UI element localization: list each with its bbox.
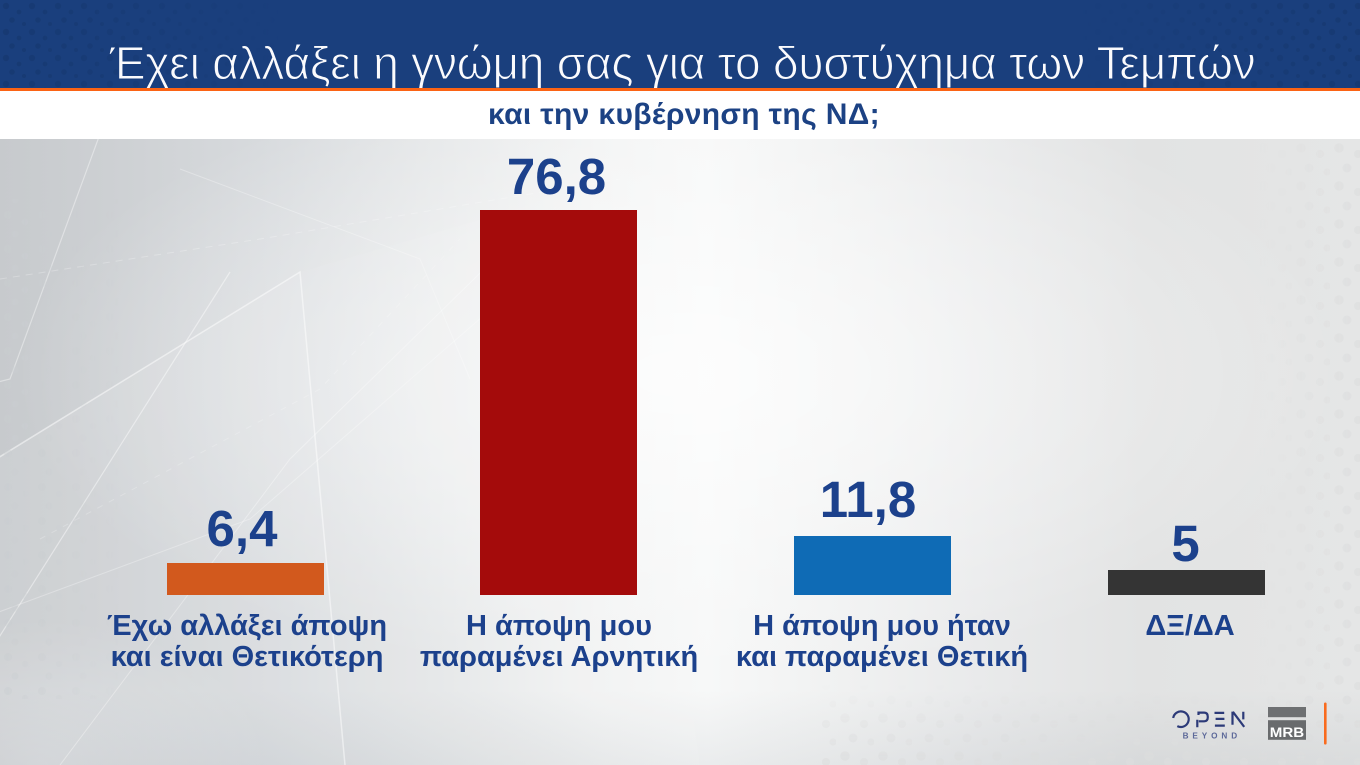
svg-text:BEYOND: BEYOND bbox=[1183, 732, 1241, 741]
svg-text:MRB: MRB bbox=[1270, 725, 1305, 740]
